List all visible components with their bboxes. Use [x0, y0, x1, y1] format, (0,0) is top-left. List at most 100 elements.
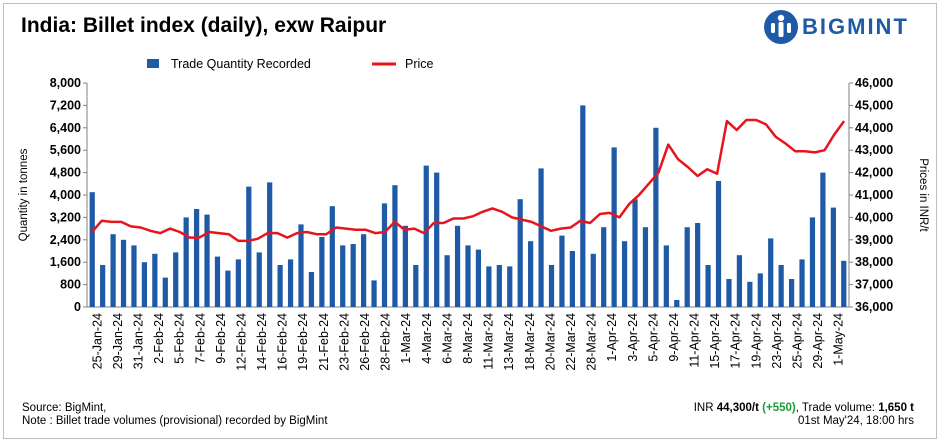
right-tick-label: 41,000 — [855, 188, 893, 202]
right-tick-label: 42,000 — [855, 166, 893, 180]
quantity-bar — [757, 273, 763, 307]
x-tick-label: 19-Feb-24 — [296, 313, 310, 371]
timestamp: 01st May'24, 18:00 hrs — [798, 415, 914, 427]
x-tick-label: 1-Mar-24 — [399, 313, 413, 364]
quantity-bar — [736, 255, 743, 307]
right-tick-label: 46,000 — [855, 76, 893, 90]
quantity-bar — [193, 209, 200, 307]
quantity-bar — [173, 252, 179, 307]
quantity-bar — [444, 255, 450, 307]
quantity-bar — [601, 227, 607, 307]
quantity-bar — [350, 244, 356, 307]
left-tick-label: 5,600 — [50, 143, 81, 157]
left-tick-label: 3,200 — [50, 210, 81, 224]
quantity-bar — [517, 199, 523, 307]
x-tick-label: 28-Feb-24 — [379, 313, 393, 371]
quantity-bar — [225, 270, 231, 307]
x-tick-label: 11-Apr-24 — [688, 313, 702, 368]
x-tick-label: 8-Mar-24 — [461, 313, 475, 364]
quantity-bar — [830, 207, 836, 307]
quantity-bar — [454, 225, 461, 307]
quantity-bar — [413, 265, 419, 307]
quantity-bar — [361, 234, 367, 307]
price-line — [90, 118, 846, 243]
x-tick-label: 1-May-24 — [832, 313, 846, 366]
quantity-bar — [131, 245, 137, 307]
x-tick-label: 28-Mar-24 — [585, 313, 599, 371]
right-tick-label: 37,000 — [855, 278, 893, 292]
quantity-bar — [684, 227, 690, 307]
quantity-bar — [423, 165, 429, 307]
quantity-bar — [705, 265, 711, 307]
x-tick-label: 5-Feb-24 — [173, 313, 187, 364]
quantity-bar — [381, 203, 388, 307]
right-tick-label: 43,000 — [855, 143, 893, 157]
quantity-bar — [329, 206, 335, 307]
x-tick-label: 15-Apr-24 — [708, 313, 722, 369]
price-value: 44,300/t — [716, 402, 759, 414]
x-tick-label: 25-Apr-24 — [791, 313, 805, 369]
x-tick-label: 31-Jan-24 — [132, 313, 146, 369]
chart-title: India: Billet index (daily), exw Raipur — [21, 14, 387, 37]
bigmint-logo — [764, 10, 798, 44]
x-tick-label: 23-Feb-24 — [337, 313, 351, 371]
quantity-bar — [267, 182, 273, 307]
quantity-bar — [663, 245, 669, 307]
quantity-bar — [820, 172, 826, 307]
legend-line-label: Price — [405, 57, 434, 71]
x-tick-label: 20-Mar-24 — [543, 313, 557, 371]
left-tick-label: 800 — [60, 278, 81, 292]
quantity-bar — [89, 192, 95, 307]
quantity-bar — [308, 272, 315, 307]
quantity-bar — [715, 181, 722, 307]
x-tick-label: 25-Jan-24 — [90, 313, 104, 369]
quantity-bar — [569, 251, 575, 307]
x-tick-label: 9-Apr-24 — [667, 313, 681, 362]
quantity-bar — [287, 259, 294, 307]
quantity-bar — [653, 127, 659, 307]
combo-chart: 0 800 1,600 2,400 3,200 4,000 4,800 5,600 6,400 7… — [18, 57, 929, 371]
right-tick-label: 38,000 — [855, 255, 893, 269]
right-axis-title: Prices in INR/t — [917, 158, 929, 232]
quantity-bar — [162, 277, 168, 307]
price-summary: INR 44,300/t (+550), Trade volume: 1,650… — [694, 402, 914, 415]
left-tick-label: 4,800 — [50, 166, 81, 180]
quantity-bar — [507, 266, 513, 307]
quantity-bar — [580, 105, 586, 308]
x-tick-label: 29-Apr-24 — [811, 313, 825, 369]
quantity-bar — [277, 265, 283, 307]
quantity-bar — [486, 266, 492, 307]
x-tick-label: 14-Feb-24 — [255, 313, 269, 371]
left-axis-title: Quantity in tonnes — [18, 148, 30, 241]
quantity-bar — [590, 253, 596, 307]
quantity-bar — [475, 249, 482, 307]
quantity-bar — [371, 280, 377, 307]
left-tick-label: 7,200 — [50, 98, 81, 112]
quantity-bar — [152, 253, 158, 307]
quantity-bar — [726, 279, 732, 307]
left-tick-label: 1,600 — [50, 255, 81, 269]
footer-source: Source: BigMint, Note : Billet trade vol… — [22, 402, 328, 428]
legend-bar-swatch — [147, 59, 159, 68]
quantity-bar — [214, 256, 221, 307]
x-tick-label: 13-Mar-24 — [502, 313, 516, 371]
x-tick-label: 29-Jan-24 — [111, 313, 125, 369]
quantity-bar — [434, 172, 440, 307]
quantity-bar — [528, 241, 534, 307]
quantity-bar — [611, 147, 617, 307]
quantity-bar — [183, 217, 189, 307]
x-tick-label: 17-Apr-24 — [729, 313, 743, 369]
quantity-bar — [674, 300, 680, 307]
x-tick-label: 18-Mar-24 — [523, 313, 537, 371]
legend-bar-label: Trade Quantity Recorded — [171, 57, 311, 71]
quantity-bar — [141, 262, 148, 307]
x-tick-label: 11-Mar-24 — [482, 313, 496, 370]
x-tick-label: 22-Mar-24 — [564, 313, 578, 371]
left-tick-label: 8,000 — [50, 76, 81, 90]
x-tick-label: 5-Apr-24 — [646, 313, 660, 362]
x-tick-label: 2-Feb-24 — [152, 313, 166, 364]
footer-summary: INR 44,300/t (+550), Trade volume: 1,650… — [694, 402, 914, 428]
quantity-bar — [621, 241, 628, 307]
quantity-bar — [642, 227, 649, 307]
x-tick-label: 6-Mar-24 — [440, 313, 454, 364]
